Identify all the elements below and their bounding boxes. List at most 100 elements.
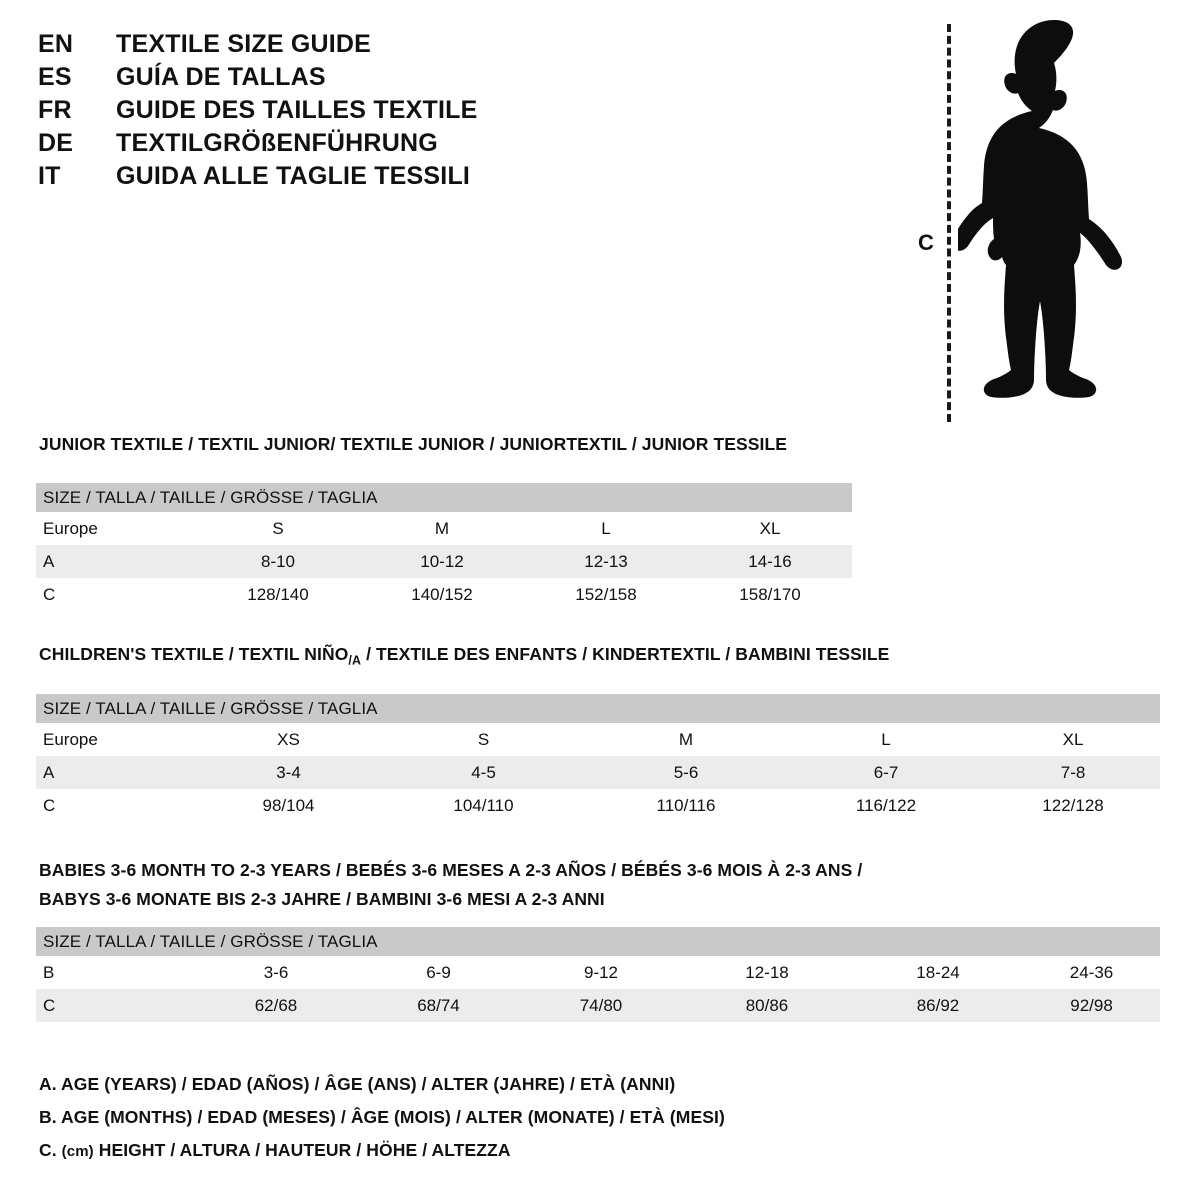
children-size-table: SIZE / TALLA / TAILLE / GRÖSSE / TAGLIA …	[36, 694, 1161, 822]
row-label: C	[36, 578, 196, 611]
legend-a-text: A. AGE (YEARS) / EDAD (AÑOS) / ÂGE (ANS)…	[39, 1074, 676, 1094]
band-label: SIZE / TALLA / TAILLE / GRÖSSE / TAGLIA	[36, 927, 1161, 956]
height-dashed-line	[947, 24, 951, 422]
table-cell: 128/140	[196, 578, 360, 611]
row-label: A	[36, 756, 196, 789]
table-cell: M	[360, 512, 524, 545]
band-label: SIZE / TALLA / TAILLE / GRÖSSE / TAGLIA	[36, 483, 853, 512]
legend-c-unit: (cm)	[61, 1143, 94, 1160]
table-cell: XS	[196, 723, 381, 756]
table-cell: 86/92	[853, 989, 1023, 1022]
table-cell: 12-18	[681, 956, 853, 989]
legend-line-b: B. AGE (MONTHS) / EDAD (MESES) / ÂGE (MO…	[39, 1101, 939, 1134]
table-cell: 12-13	[524, 545, 688, 578]
table-cell: 158/170	[688, 578, 853, 611]
table-cell: 68/74	[356, 989, 521, 1022]
language-row: EN TEXTILE SIZE GUIDE	[38, 30, 638, 63]
language-title: GUIDE DES TAILLES TEXTILE	[116, 96, 478, 124]
table-cell: 62/68	[196, 989, 356, 1022]
legend-block: A. AGE (YEARS) / EDAD (AÑOS) / ÂGE (ANS)…	[39, 1068, 939, 1167]
section-title-children: CHILDREN'S TEXTILE / TEXTIL NIÑO/A / TEX…	[39, 644, 889, 668]
table-cell: 14-16	[688, 545, 853, 578]
section-title-children-pre: CHILDREN'S TEXTILE / TEXTIL NIÑO	[39, 644, 349, 664]
table-cell: 80/86	[681, 989, 853, 1022]
row-label: Europe	[36, 512, 196, 545]
section-title-babies-line2: BABYS 3-6 MONATE BIS 2-3 JAHRE / BAMBINI…	[39, 889, 605, 909]
row-label: B	[36, 956, 196, 989]
section-title-children-sub: /A	[348, 653, 362, 668]
table-cell: 122/128	[986, 789, 1161, 822]
language-code: IT	[38, 162, 61, 190]
table-cell: M	[586, 723, 786, 756]
table-cell: 3-4	[196, 756, 381, 789]
table-cell: XL	[688, 512, 853, 545]
table-cell: 9-12	[521, 956, 681, 989]
table-cell: 8-10	[196, 545, 360, 578]
junior-size-table: SIZE / TALLA / TAILLE / GRÖSSE / TAGLIA …	[36, 483, 853, 611]
language-title: TEXTILE SIZE GUIDE	[116, 30, 372, 58]
table-cell: 116/122	[786, 789, 986, 822]
table-band-header: SIZE / TALLA / TAILLE / GRÖSSE / TAGLIA	[36, 694, 1161, 723]
table-row: B 3-6 6-9 9-12 12-18 18-24 24-36	[36, 956, 1161, 989]
table-cell: 104/110	[381, 789, 586, 822]
table-cell: 18-24	[853, 956, 1023, 989]
language-code: DE	[38, 129, 74, 157]
language-title: GUÍA DE TALLAS	[116, 63, 326, 91]
section-title-junior: JUNIOR TEXTILE / TEXTIL JUNIOR/ TEXTILE …	[39, 434, 788, 454]
babies-size-table: SIZE / TALLA / TAILLE / GRÖSSE / TAGLIA …	[36, 927, 1161, 1022]
language-title: GUIDA ALLE TAGLIE TESSILI	[116, 162, 471, 190]
table-band-header: SIZE / TALLA / TAILLE / GRÖSSE / TAGLIA	[36, 483, 853, 512]
table-cell: L	[524, 512, 688, 545]
height-illustration: C	[900, 12, 1150, 422]
language-code: FR	[38, 96, 72, 124]
toddler-silhouette-icon	[958, 20, 1122, 398]
table-cell: 152/158	[524, 578, 688, 611]
table-cell: XL	[986, 723, 1161, 756]
table-cell: S	[381, 723, 586, 756]
table-cell: 5-6	[586, 756, 786, 789]
language-row: DE TEXTILGRÖßENFÜHRUNG	[38, 129, 638, 162]
legend-c-text: HEIGHT / ALTURA / HAUTEUR / HÖHE / ALTEZ…	[93, 1140, 511, 1160]
table-row: Europe XS S M L XL	[36, 723, 1161, 756]
row-label: Europe	[36, 723, 196, 756]
table-cell: 7-8	[986, 756, 1161, 789]
table-row: C 98/104 104/110 110/116 116/122 122/128	[36, 789, 1161, 822]
language-header-block: EN TEXTILE SIZE GUIDE ES GUÍA DE TALLAS …	[38, 30, 638, 195]
table-cell: S	[196, 512, 360, 545]
table-cell: 110/116	[586, 789, 786, 822]
legend-line-a: A. AGE (YEARS) / EDAD (AÑOS) / ÂGE (ANS)…	[39, 1068, 939, 1101]
table-cell: 3-6	[196, 956, 356, 989]
language-row: IT GUIDA ALLE TAGLIE TESSILI	[38, 162, 638, 195]
language-row: ES GUÍA DE TALLAS	[38, 63, 638, 96]
table-row: C 128/140 140/152 152/158 158/170	[36, 578, 853, 611]
table-cell: 4-5	[381, 756, 586, 789]
table-band-header: SIZE / TALLA / TAILLE / GRÖSSE / TAGLIA	[36, 927, 1161, 956]
table-row: Europe S M L XL	[36, 512, 853, 545]
row-label: A	[36, 545, 196, 578]
table-cell: 140/152	[360, 578, 524, 611]
language-code: ES	[38, 63, 72, 91]
table-cell: 6-7	[786, 756, 986, 789]
table-cell: 92/98	[1023, 989, 1161, 1022]
row-label: C	[36, 789, 196, 822]
band-label: SIZE / TALLA / TAILLE / GRÖSSE / TAGLIA	[36, 694, 1161, 723]
table-cell: 6-9	[356, 956, 521, 989]
table-cell: 98/104	[196, 789, 381, 822]
section-title-children-post: / TEXTILE DES ENFANTS / KINDERTEXTIL / B…	[361, 644, 890, 664]
table-row: A 8-10 10-12 12-13 14-16	[36, 545, 853, 578]
table-cell: 24-36	[1023, 956, 1161, 989]
table-row: C 62/68 68/74 74/80 80/86 86/92 92/98	[36, 989, 1161, 1022]
language-code: EN	[38, 30, 74, 58]
height-marker-label: C	[918, 230, 934, 255]
legend-c-prefix: C.	[39, 1140, 62, 1160]
table-cell: 74/80	[521, 989, 681, 1022]
legend-b-text: B. AGE (MONTHS) / EDAD (MESES) / ÂGE (MO…	[39, 1107, 725, 1127]
table-cell: 10-12	[360, 545, 524, 578]
language-title: TEXTILGRÖßENFÜHRUNG	[116, 129, 438, 157]
table-row: A 3-4 4-5 5-6 6-7 7-8	[36, 756, 1161, 789]
row-label: C	[36, 989, 196, 1022]
section-title-babies-line1: BABIES 3-6 MONTH TO 2-3 YEARS / BEBÉS 3-…	[39, 860, 863, 880]
legend-line-c: C. (cm) HEIGHT / ALTURA / HAUTEUR / HÖHE…	[39, 1134, 939, 1167]
table-cell: L	[786, 723, 986, 756]
language-row: FR GUIDE DES TAILLES TEXTILE	[38, 96, 638, 129]
